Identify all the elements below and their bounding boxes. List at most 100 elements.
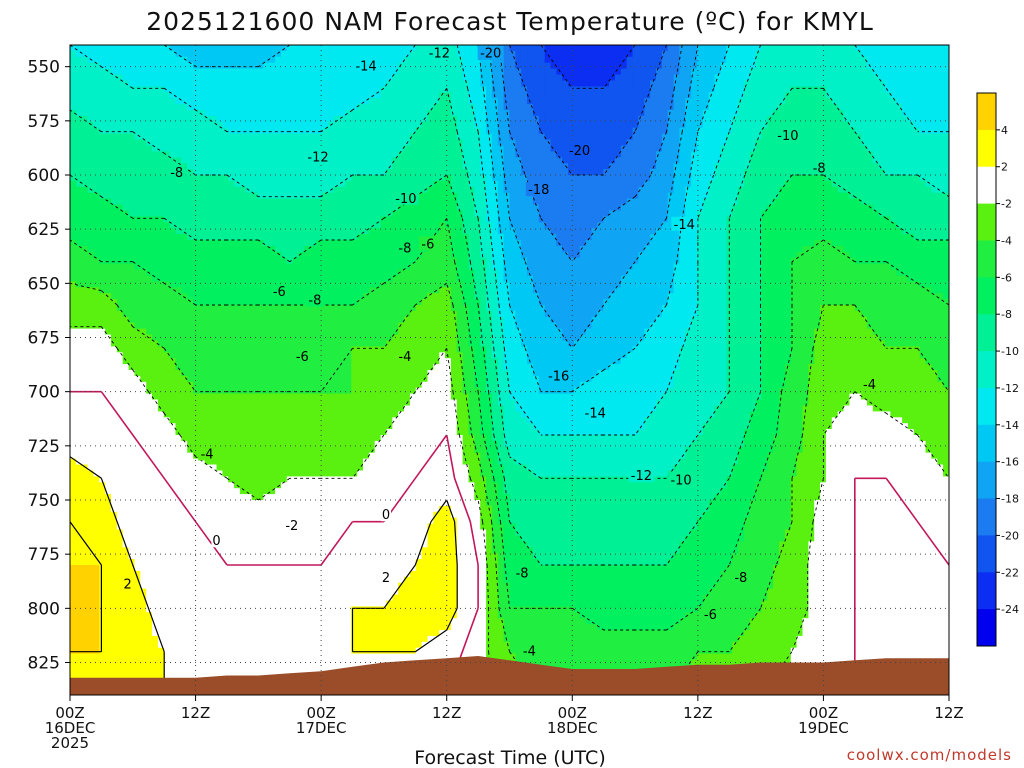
temperature-cell	[75, 547, 83, 554]
temperature-cell	[163, 275, 171, 282]
temperature-cell	[169, 346, 177, 353]
temperature-cell	[93, 435, 100, 442]
temperature-cell	[163, 204, 171, 211]
temperature-cell	[310, 505, 317, 513]
temperature-cell	[81, 517, 89, 525]
temperature-cell	[292, 293, 300, 300]
temperature-cell	[81, 151, 89, 158]
temperature-cell	[70, 269, 77, 276]
temperature-cell	[87, 186, 95, 194]
temperature-cell	[304, 175, 311, 182]
temperature-cell	[128, 488, 136, 495]
temperature-cell	[210, 186, 218, 194]
temperature-cell	[228, 440, 235, 448]
temperature-cell	[70, 594, 77, 601]
temperature-cell	[134, 169, 141, 176]
temperature-cell	[193, 576, 200, 584]
temperature-cell	[286, 547, 294, 554]
temperature-cell	[157, 86, 165, 93]
temperature-cell	[316, 553, 323, 560]
temperature-cell	[70, 245, 77, 253]
temperature-cell	[187, 204, 194, 211]
temperature-cell	[251, 281, 259, 288]
temperature-cell	[169, 470, 177, 477]
temperature-cell	[204, 98, 212, 105]
temperature-cell	[286, 45, 294, 52]
temperature-cell	[245, 570, 253, 578]
temperature-cell	[228, 293, 235, 300]
temperature-cell	[99, 423, 106, 430]
temperature-cell	[146, 600, 153, 607]
temperature-cell	[298, 62, 305, 70]
temperature-cell	[87, 570, 95, 578]
temperature-cell	[292, 393, 300, 401]
temperature-cell	[257, 399, 264, 406]
temperature-cell	[157, 452, 165, 460]
temperature-cell	[286, 269, 294, 276]
temperature-cell	[193, 399, 200, 406]
temperature-cell	[152, 559, 159, 566]
temperature-cell	[210, 440, 218, 448]
temperature-cell	[111, 198, 118, 206]
temperature-cell	[216, 458, 223, 466]
temperature-cell	[327, 340, 335, 347]
temperature-cell	[245, 245, 253, 253]
temperature-cell	[198, 440, 206, 448]
temperature-cell	[169, 240, 177, 247]
temperature-cell	[222, 381, 229, 389]
temperature-cell	[310, 56, 317, 64]
temperature-cell	[111, 293, 118, 300]
temperature-cell	[193, 198, 200, 206]
temperature-cell	[181, 470, 188, 477]
temperature-cell	[281, 665, 288, 672]
temperature-cell	[228, 435, 235, 442]
temperature-cell	[245, 169, 253, 176]
temperature-cell	[210, 340, 218, 347]
temperature-cell	[251, 653, 259, 661]
temperature-cell	[157, 240, 165, 247]
temperature-cell	[111, 316, 118, 324]
temperature-cell	[163, 287, 171, 294]
temperature-cell	[327, 139, 335, 146]
temperature-cell	[239, 435, 247, 442]
temperature-cell	[251, 411, 259, 418]
temperature-cell	[70, 464, 77, 471]
temperature-cell	[105, 245, 112, 253]
temperature-cell	[245, 263, 253, 271]
temperature-cell	[239, 494, 247, 501]
temperature-cell	[222, 352, 229, 359]
temperature-cell	[251, 228, 259, 235]
temperature-cell	[210, 234, 218, 241]
temperature-cell	[322, 387, 329, 395]
temperature-cell	[193, 417, 200, 424]
temperature-cell	[234, 216, 241, 223]
temperature-cell	[245, 405, 253, 412]
temperature-cell	[327, 74, 335, 81]
temperature-cell	[222, 375, 229, 383]
temperature-cell	[292, 464, 300, 471]
temperature-cell	[228, 299, 235, 306]
temperature-cell	[275, 251, 282, 259]
temperature-cell	[298, 435, 305, 442]
temperature-cell	[333, 115, 341, 123]
temperature-cell	[304, 393, 311, 401]
temperature-cell	[93, 281, 100, 288]
temperature-cell	[198, 216, 206, 223]
temperature-cell	[239, 624, 247, 631]
temperature-cell	[269, 145, 276, 152]
temperature-cell	[128, 606, 136, 613]
temperature-cell	[187, 440, 194, 448]
temperature-cell	[316, 328, 323, 336]
temperature-cell	[70, 553, 77, 560]
temperature-cell	[322, 476, 329, 483]
temperature-cell	[245, 630, 253, 637]
temperature-cell	[70, 488, 77, 495]
temperature-cell	[105, 576, 112, 584]
temperature-cell	[257, 653, 264, 661]
temperature-cell	[93, 299, 100, 306]
temperature-cell	[322, 115, 329, 123]
temperature-cell	[163, 618, 171, 625]
temperature-cell	[87, 204, 95, 211]
temperature-cell	[122, 299, 130, 306]
temperature-cell	[304, 541, 311, 548]
